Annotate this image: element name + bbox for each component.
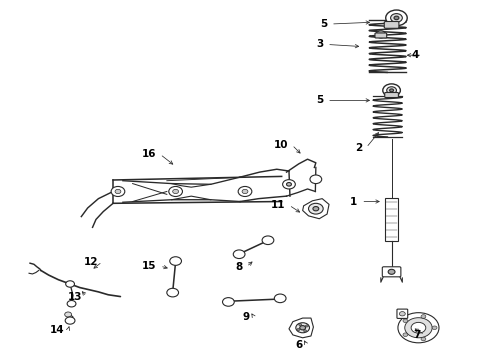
- Circle shape: [169, 186, 182, 197]
- Circle shape: [390, 89, 393, 92]
- Circle shape: [399, 312, 405, 316]
- Circle shape: [305, 325, 308, 327]
- Circle shape: [262, 236, 274, 244]
- Circle shape: [170, 257, 181, 265]
- Circle shape: [115, 189, 121, 194]
- Polygon shape: [303, 199, 329, 219]
- Circle shape: [403, 319, 408, 323]
- Text: 6: 6: [295, 340, 303, 350]
- Circle shape: [274, 294, 286, 303]
- FancyBboxPatch shape: [385, 93, 398, 98]
- Circle shape: [421, 315, 426, 318]
- Circle shape: [287, 183, 292, 186]
- Circle shape: [310, 175, 322, 184]
- Text: 15: 15: [142, 261, 156, 271]
- FancyBboxPatch shape: [382, 267, 401, 277]
- Circle shape: [304, 330, 307, 332]
- Circle shape: [405, 318, 432, 338]
- Circle shape: [386, 10, 407, 26]
- Circle shape: [167, 288, 178, 297]
- FancyBboxPatch shape: [375, 33, 387, 38]
- Circle shape: [403, 333, 408, 337]
- Circle shape: [65, 312, 72, 317]
- Text: 4: 4: [411, 50, 418, 60]
- Circle shape: [65, 317, 75, 324]
- Circle shape: [394, 16, 399, 20]
- Circle shape: [388, 269, 395, 274]
- Circle shape: [111, 186, 125, 197]
- Circle shape: [283, 180, 295, 189]
- Circle shape: [297, 328, 300, 330]
- Circle shape: [432, 326, 437, 329]
- Text: 10: 10: [273, 140, 288, 150]
- Circle shape: [376, 31, 386, 38]
- Circle shape: [387, 87, 396, 94]
- Circle shape: [398, 313, 439, 343]
- Circle shape: [67, 301, 76, 307]
- Circle shape: [238, 186, 252, 197]
- Circle shape: [233, 250, 245, 258]
- Circle shape: [313, 207, 319, 211]
- FancyBboxPatch shape: [397, 309, 408, 319]
- Circle shape: [411, 322, 426, 333]
- Text: 11: 11: [270, 200, 285, 210]
- Circle shape: [309, 203, 323, 214]
- Circle shape: [242, 189, 248, 194]
- Text: 1: 1: [350, 197, 357, 207]
- Circle shape: [299, 324, 302, 326]
- Circle shape: [383, 84, 400, 97]
- Circle shape: [391, 14, 402, 22]
- Text: 7: 7: [414, 330, 421, 340]
- Circle shape: [300, 325, 306, 330]
- Circle shape: [172, 189, 178, 194]
- Circle shape: [222, 298, 234, 306]
- Text: 12: 12: [84, 257, 98, 267]
- Text: 16: 16: [142, 149, 156, 159]
- Text: 14: 14: [49, 325, 64, 335]
- Text: 5: 5: [320, 19, 327, 29]
- Circle shape: [66, 281, 74, 287]
- Circle shape: [421, 337, 426, 341]
- FancyBboxPatch shape: [384, 22, 399, 28]
- Text: 8: 8: [235, 262, 243, 272]
- Text: 9: 9: [243, 312, 250, 322]
- Text: 2: 2: [355, 143, 362, 153]
- Text: 3: 3: [316, 40, 323, 49]
- Circle shape: [296, 323, 310, 333]
- Text: 5: 5: [316, 95, 323, 105]
- Polygon shape: [289, 318, 314, 338]
- Bar: [385, 198, 398, 241]
- Text: 13: 13: [68, 292, 83, 302]
